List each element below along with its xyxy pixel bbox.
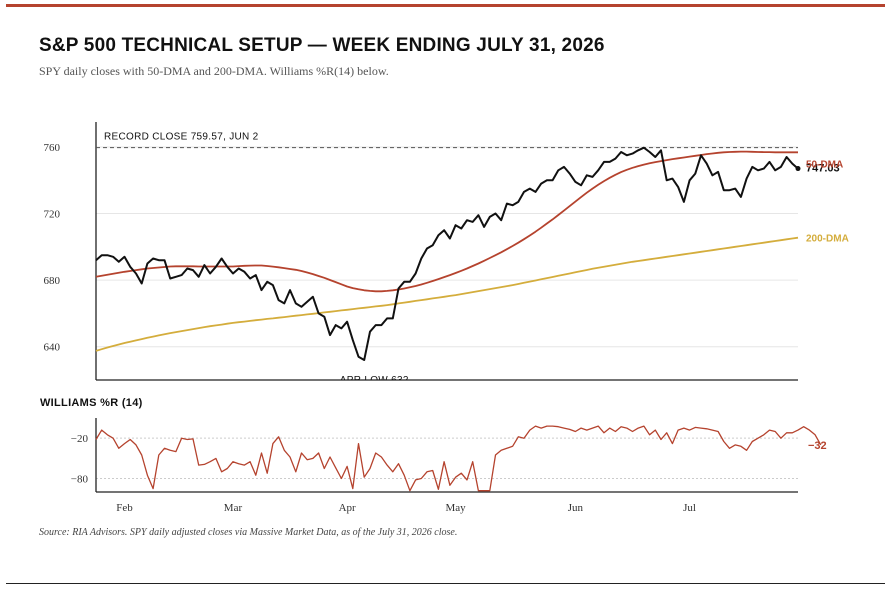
dma50-label: 50-DMA: [806, 159, 843, 170]
x-tick-label: Mar: [224, 502, 243, 514]
bottom-rule: [6, 583, 885, 584]
x-tick-label: May: [445, 502, 466, 514]
x-axis-labels: Feb Mar Apr May Jun Jul: [116, 502, 696, 514]
record-close-label: RECORD CLOSE 759.57, JUN 2: [104, 132, 259, 143]
williams-series: −32: [95, 425, 827, 492]
williams-line: [95, 425, 822, 492]
chart-subtitle: SPY daily closes with 50-DMA and 200-DMA…: [39, 64, 389, 78]
williams-panel-title: WILLIAMS %R (14): [40, 397, 143, 409]
williams-y-tick-label: −20: [71, 433, 89, 445]
x-tick-label: Jun: [568, 502, 584, 514]
price-y-tick-label: 760: [44, 142, 61, 154]
price-y-tick-label: 720: [44, 209, 61, 221]
x-tick-label: Apr: [339, 502, 356, 514]
dma200-line: [95, 236, 799, 352]
williams-last-value: −32: [808, 440, 827, 452]
williams-y-tick-label: −80: [71, 474, 89, 486]
price-axes: 640 680 720 760: [44, 122, 798, 381]
spy-price-line: [95, 146, 799, 361]
top-accent-rule: [6, 4, 885, 7]
chart-title: S&P 500 TECHNICAL SETUP — WEEK ENDING JU…: [39, 35, 605, 56]
williams-axes: WILLIAMS %R (14) −20 −80: [40, 397, 798, 493]
source-note: Source: RIA Advisors. SPY daily adjusted…: [39, 527, 458, 538]
dma50-line: [95, 150, 798, 293]
price-y-tick-label: 640: [44, 342, 61, 354]
apr-low-label: APR LOW 632: [340, 375, 409, 386]
price-grid: [96, 146, 798, 348]
spy-last-point: [795, 166, 801, 172]
price-series: [95, 146, 801, 361]
spy-last-value: 747.03: [806, 163, 840, 175]
dma200-label: 200-DMA: [806, 234, 849, 245]
price-y-tick-label: 680: [44, 275, 61, 287]
x-tick-label: Feb: [116, 502, 133, 514]
x-tick-label: Jul: [683, 502, 696, 514]
williams-grid: [96, 437, 798, 480]
